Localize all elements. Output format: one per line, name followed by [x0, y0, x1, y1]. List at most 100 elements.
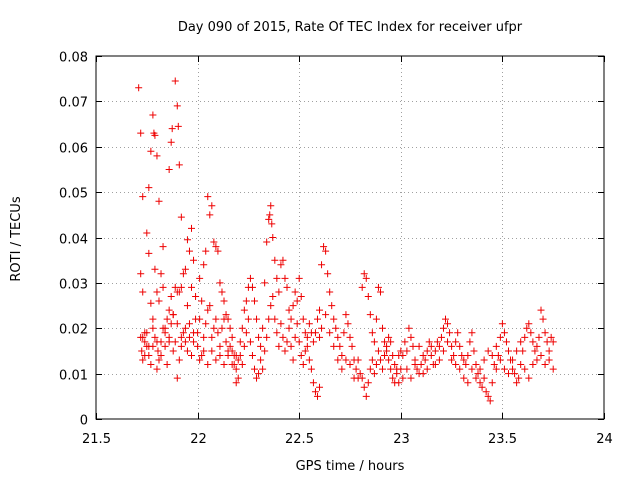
data-point	[181, 338, 189, 346]
y-tick-label: 0.01	[59, 369, 88, 384]
data-point	[509, 356, 517, 364]
data-point	[157, 351, 165, 359]
data-point	[183, 236, 191, 244]
data-point	[425, 338, 433, 346]
data-point	[224, 347, 232, 355]
data-point	[332, 324, 340, 332]
data-point	[289, 356, 297, 364]
data-point	[198, 297, 206, 305]
data-point	[155, 356, 163, 364]
data-point	[376, 288, 384, 296]
data-point	[145, 342, 153, 350]
data-point	[289, 302, 297, 310]
data-point	[358, 283, 366, 291]
data-point	[370, 370, 378, 378]
data-point	[139, 193, 147, 201]
y-tick-label: 0.02	[59, 323, 88, 338]
data-point	[480, 356, 488, 364]
data-point	[444, 320, 452, 328]
data-point	[242, 329, 250, 337]
chart-title: Day 090 of 2015, Rate Of TEC Index for r…	[178, 20, 523, 35]
data-point	[153, 288, 161, 296]
data-point	[246, 338, 254, 346]
data-point	[183, 347, 191, 355]
data-point	[366, 365, 374, 373]
data-point	[452, 338, 460, 346]
data-point	[496, 333, 504, 341]
data-point	[297, 292, 305, 300]
data-point	[413, 365, 421, 373]
data-point	[322, 247, 330, 255]
data-point	[492, 342, 500, 350]
data-point	[364, 292, 372, 300]
y-tick-label: 0.08	[59, 51, 88, 66]
y-tick-label: 0.07	[59, 96, 88, 111]
data-point	[265, 315, 273, 323]
data-point	[358, 374, 366, 382]
data-point	[494, 351, 502, 359]
data-point	[433, 338, 441, 346]
data-point	[192, 292, 200, 300]
data-point	[517, 338, 525, 346]
data-point	[143, 229, 151, 237]
data-point	[169, 311, 177, 319]
data-point	[435, 356, 443, 364]
data-point	[248, 283, 256, 291]
data-point	[226, 342, 234, 350]
data-point	[165, 165, 173, 173]
data-point	[496, 356, 504, 364]
data-point	[519, 347, 527, 355]
data-point	[250, 297, 258, 305]
data-point	[309, 338, 317, 346]
data-point	[194, 329, 202, 337]
data-point	[283, 283, 291, 291]
data-point	[268, 220, 276, 228]
data-point	[177, 342, 185, 350]
data-point	[472, 361, 480, 369]
data-point	[179, 270, 187, 278]
data-point	[151, 131, 159, 139]
data-point	[202, 247, 210, 255]
y-tick-label: 0.04	[59, 233, 88, 248]
data-point	[348, 342, 356, 350]
data-point	[423, 365, 431, 373]
data-point	[285, 306, 293, 314]
data-point	[291, 333, 299, 341]
data-point	[169, 347, 177, 355]
data-point	[232, 379, 240, 387]
data-point	[216, 279, 224, 287]
data-point	[240, 306, 248, 314]
data-point	[381, 338, 389, 346]
data-point	[535, 333, 543, 341]
data-point	[253, 374, 261, 382]
data-point	[257, 342, 265, 350]
data-point	[533, 356, 541, 364]
data-point	[326, 288, 334, 296]
data-point	[423, 347, 431, 355]
data-point	[419, 370, 427, 378]
data-point	[509, 365, 517, 373]
data-point	[295, 338, 303, 346]
data-point	[250, 365, 258, 373]
data-point	[444, 338, 452, 346]
data-point	[502, 338, 510, 346]
data-point	[242, 297, 250, 305]
data-point	[387, 338, 395, 346]
data-point	[484, 392, 492, 400]
data-point	[173, 320, 181, 328]
data-point	[271, 256, 279, 264]
data-point	[525, 374, 533, 382]
data-point	[427, 351, 435, 359]
data-point	[372, 361, 380, 369]
data-point	[549, 338, 557, 346]
data-point	[488, 379, 496, 387]
x-tick-label: 21.5	[82, 432, 111, 447]
data-point	[228, 361, 236, 369]
data-point	[513, 379, 521, 387]
data-point	[147, 361, 155, 369]
data-point	[220, 361, 228, 369]
data-point	[161, 342, 169, 350]
data-point	[342, 311, 350, 319]
data-point	[167, 292, 175, 300]
data-point	[216, 351, 224, 359]
